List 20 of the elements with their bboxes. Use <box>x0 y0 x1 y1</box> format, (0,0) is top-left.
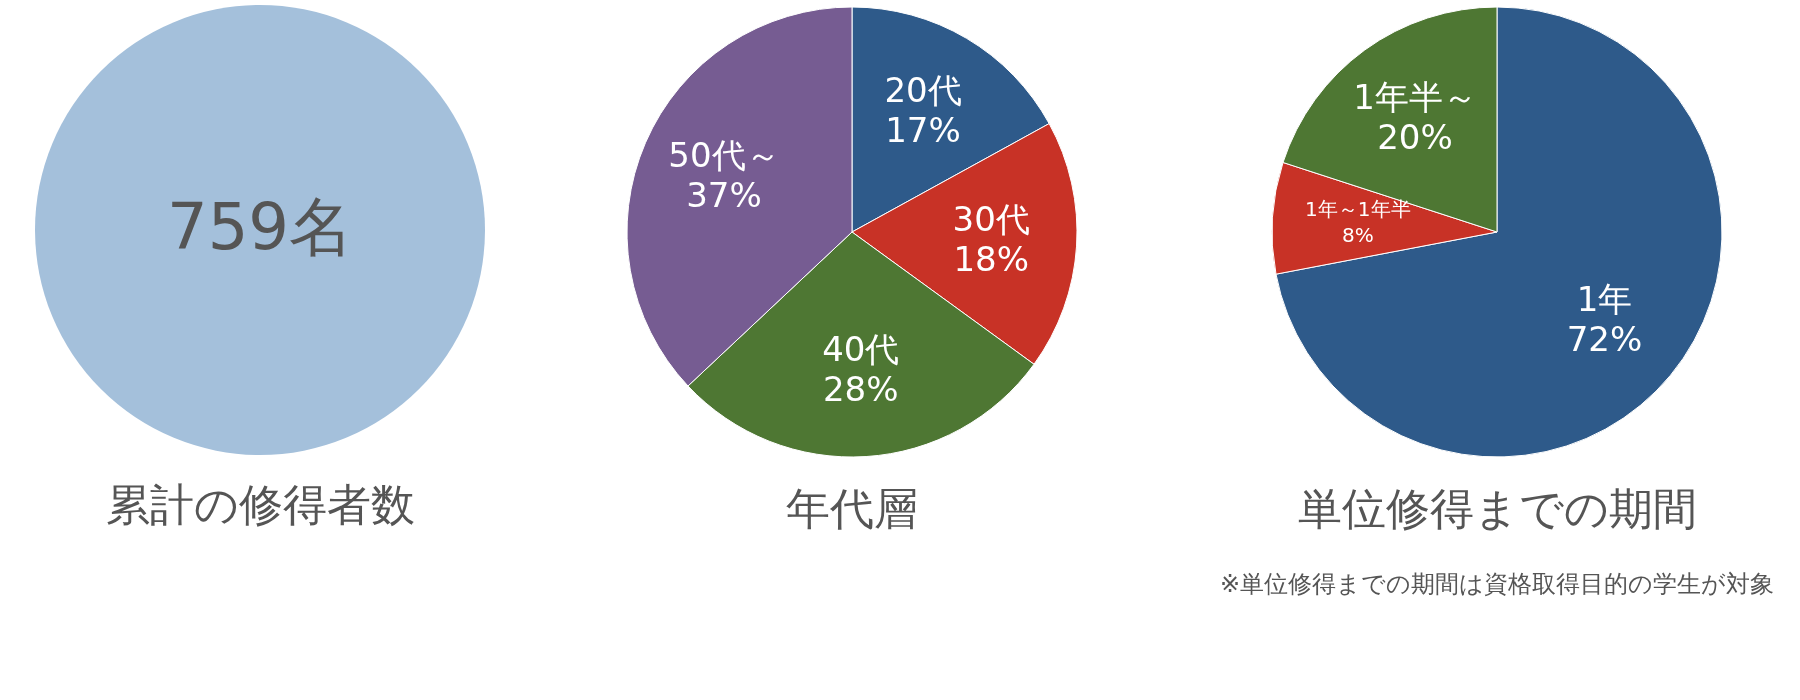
data-label: 18% <box>953 238 1030 279</box>
text: 単位修得までの期間 <box>1297 483 1697 534</box>
data-label: 759名 <box>166 190 354 264</box>
slice-label: 1年 <box>1576 278 1633 319</box>
slice-label: 1年～1年半 <box>1305 197 1411 222</box>
text: ※単位修得までの期間は資格取得目的の学生が対象 <box>1219 570 1775 598</box>
data-label: 20% <box>1377 117 1453 158</box>
slice-label: 50代～ <box>668 134 780 175</box>
data-label: 17% <box>885 109 961 150</box>
text: 累計の修得者数 <box>105 479 415 530</box>
slice-label: 30代 <box>952 198 1030 239</box>
data-label: 37% <box>686 174 762 215</box>
slice-label: 1年半～ <box>1353 77 1477 118</box>
slice-label: 40代 <box>822 329 900 370</box>
slice-label: 20代 <box>884 69 962 110</box>
pie-slice <box>1275 6 1723 458</box>
data-label: 8% <box>1341 223 1374 248</box>
data-label: 72% <box>1566 318 1643 359</box>
data-label: 28% <box>822 369 899 410</box>
text: 年代層 <box>786 483 918 534</box>
